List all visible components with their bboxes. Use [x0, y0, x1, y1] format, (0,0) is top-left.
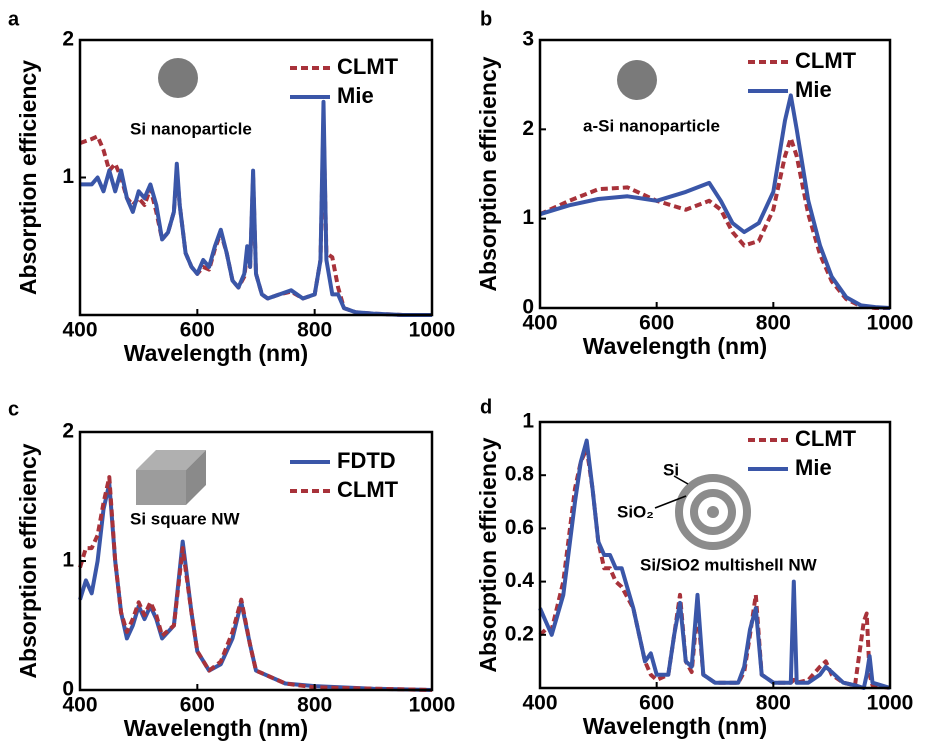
y-tick-label: 1 [522, 410, 534, 433]
y-axis-label: Absorption efficiency [15, 60, 41, 295]
series-line [539, 93, 891, 310]
panel-label: a [8, 8, 20, 30]
x-tick-label: 1000 [867, 312, 914, 335]
x-tick-label: 400 [522, 312, 557, 335]
y-tick-label: 3 [522, 28, 534, 51]
annotation: a-Si nanoparticle [583, 116, 720, 135]
x-tick-label: 600 [639, 312, 674, 335]
series-line [78, 475, 433, 692]
particle-icon [617, 60, 657, 100]
annotation: Si [663, 460, 679, 479]
legend-label: CLMT [337, 477, 399, 502]
x-tick-label: 800 [756, 692, 791, 715]
panel-label: d [480, 396, 492, 418]
x-tick-label: 600 [180, 319, 215, 342]
nanowire-icon [136, 450, 206, 505]
y-tick-label: 0 [62, 678, 74, 701]
legend-label: Mie [337, 83, 374, 108]
x-tick-label: 1000 [867, 692, 914, 715]
y-tick-label: 2 [62, 420, 74, 443]
x-tick-label: 800 [756, 312, 791, 335]
pointer-arrows [654, 475, 689, 509]
x-tick-label: 400 [522, 692, 557, 715]
legend-label: Mie [795, 77, 832, 102]
legend-label: CLMT [795, 426, 857, 451]
panel-label: c [8, 398, 19, 420]
plot-frame [538, 38, 892, 310]
particle-icon [158, 58, 198, 98]
y-tick-label: 1 [522, 206, 534, 229]
y-axis-label: Absorption efficiency [475, 56, 501, 291]
x-tick-label: 400 [62, 694, 97, 717]
panel-label: b [480, 8, 492, 30]
y-tick-label: 0.2 [505, 622, 534, 645]
legend-label: FDTD [337, 448, 396, 473]
y-tick-label: 2 [522, 117, 534, 140]
annotation: Si square NW [130, 509, 241, 528]
x-tick-label: 600 [639, 692, 674, 715]
y-axis-label: Absorption efficiency [475, 437, 501, 672]
y-tick-label: 1 [62, 165, 74, 188]
x-tick-label: 400 [62, 319, 97, 342]
y-tick-label: 0 [522, 296, 534, 319]
x-axis-label: Wavelength (nm) [583, 713, 767, 739]
annotation: Si/SiO2 multishell NW [640, 555, 818, 574]
annotation: Si nanoparticle [130, 119, 252, 138]
x-tick-label: 1000 [409, 319, 456, 342]
y-tick-label: 1 [62, 549, 74, 572]
legend-label: CLMT [337, 54, 399, 79]
x-axis-label: Wavelength (nm) [124, 715, 308, 741]
x-tick-label: 800 [297, 319, 332, 342]
series-line [80, 99, 432, 317]
annotation: SiO₂ [617, 502, 654, 521]
legend-label: Mie [795, 455, 832, 480]
y-tick-label: 0.6 [505, 516, 534, 539]
x-axis-label: Wavelength (nm) [124, 340, 308, 366]
legend-label: CLMT [795, 48, 857, 73]
y-tick-label: 0.4 [505, 569, 535, 592]
y-tick-label: 0.8 [505, 463, 535, 486]
x-tick-label: 800 [297, 694, 332, 717]
y-tick-label: 2 [62, 28, 74, 51]
x-tick-label: 1000 [409, 694, 456, 717]
series-line [538, 438, 891, 690]
multishell-icon [675, 474, 751, 550]
x-axis-label: Wavelength (nm) [583, 333, 767, 359]
plot-frame [538, 420, 892, 690]
x-tick-label: 600 [180, 694, 215, 717]
y-axis-label: Absorption efficiency [15, 443, 41, 678]
